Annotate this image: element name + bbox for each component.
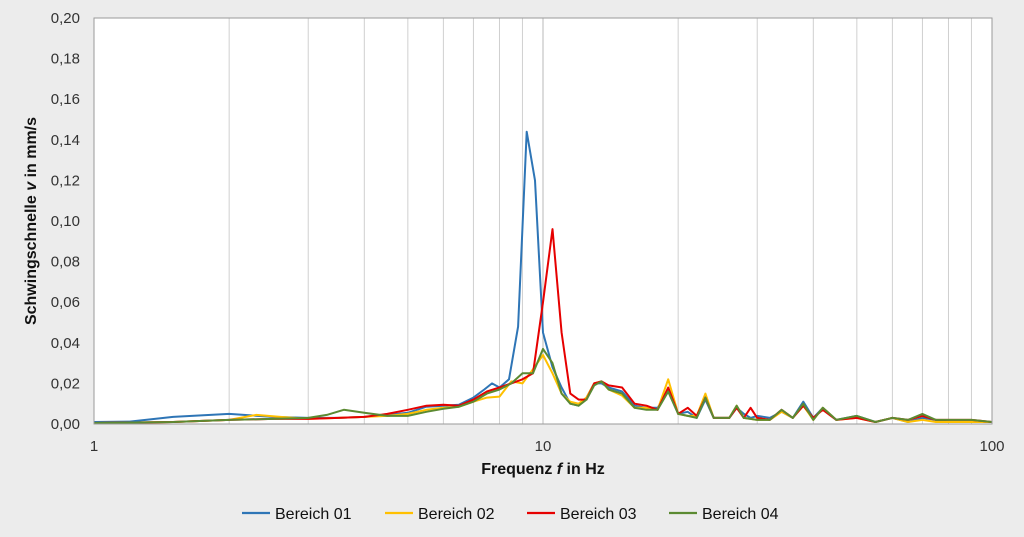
y-axis-title: Schwingschnelle v in mm/s [23, 117, 40, 325]
x-tick-label: 100 [979, 438, 1004, 455]
legend-label: Bereich 04 [702, 506, 779, 523]
y-tick-label: 0,02 [51, 375, 80, 392]
legend-item: Bereich 03 [527, 506, 637, 523]
tick-layer: 0,00 0,02 0,04 0,06 0,08 0,10 0,12 0,14 0,16 0,18… [51, 10, 1005, 455]
plot-frame [93, 17, 993, 425]
x-axis-symbol: f [557, 461, 564, 478]
grid-layer [228, 18, 972, 424]
x-tick-label: 10 [535, 438, 552, 455]
legend-item: Bereich 04 [669, 506, 779, 523]
legend-item: Bereich 01 [242, 506, 352, 523]
legend-item: Bereich 02 [385, 506, 495, 523]
y-tick-label: 0,16 [51, 91, 80, 108]
legend: Bereich 01 Bereich 02 Bereich 03 Bereich 04 [242, 506, 779, 523]
legend-label: Bereich 03 [560, 506, 637, 523]
legend-label: Bereich 02 [418, 506, 495, 523]
x-axis-title: Frequenz f in Hz [481, 461, 605, 478]
series-layer [93, 130, 993, 424]
y-tick-label: 0,06 [51, 294, 80, 311]
y-tick-label: 0,18 [51, 51, 80, 68]
x-tick-label: 1 [90, 438, 98, 455]
y-tick-label: 0,08 [51, 254, 80, 271]
y-tick-label: 0,12 [51, 172, 80, 189]
y-tick-label: 0,14 [51, 132, 80, 149]
legend-label: Bereich 01 [275, 506, 352, 523]
y-tick-label: 0,20 [51, 10, 80, 27]
y-tick-label: 0,04 [51, 335, 80, 352]
series-line-4 [93, 347, 993, 424]
y-tick-label: 0,10 [51, 213, 80, 230]
y-tick-label: 0,00 [51, 416, 80, 433]
y-axis-symbol: v [23, 181, 40, 191]
